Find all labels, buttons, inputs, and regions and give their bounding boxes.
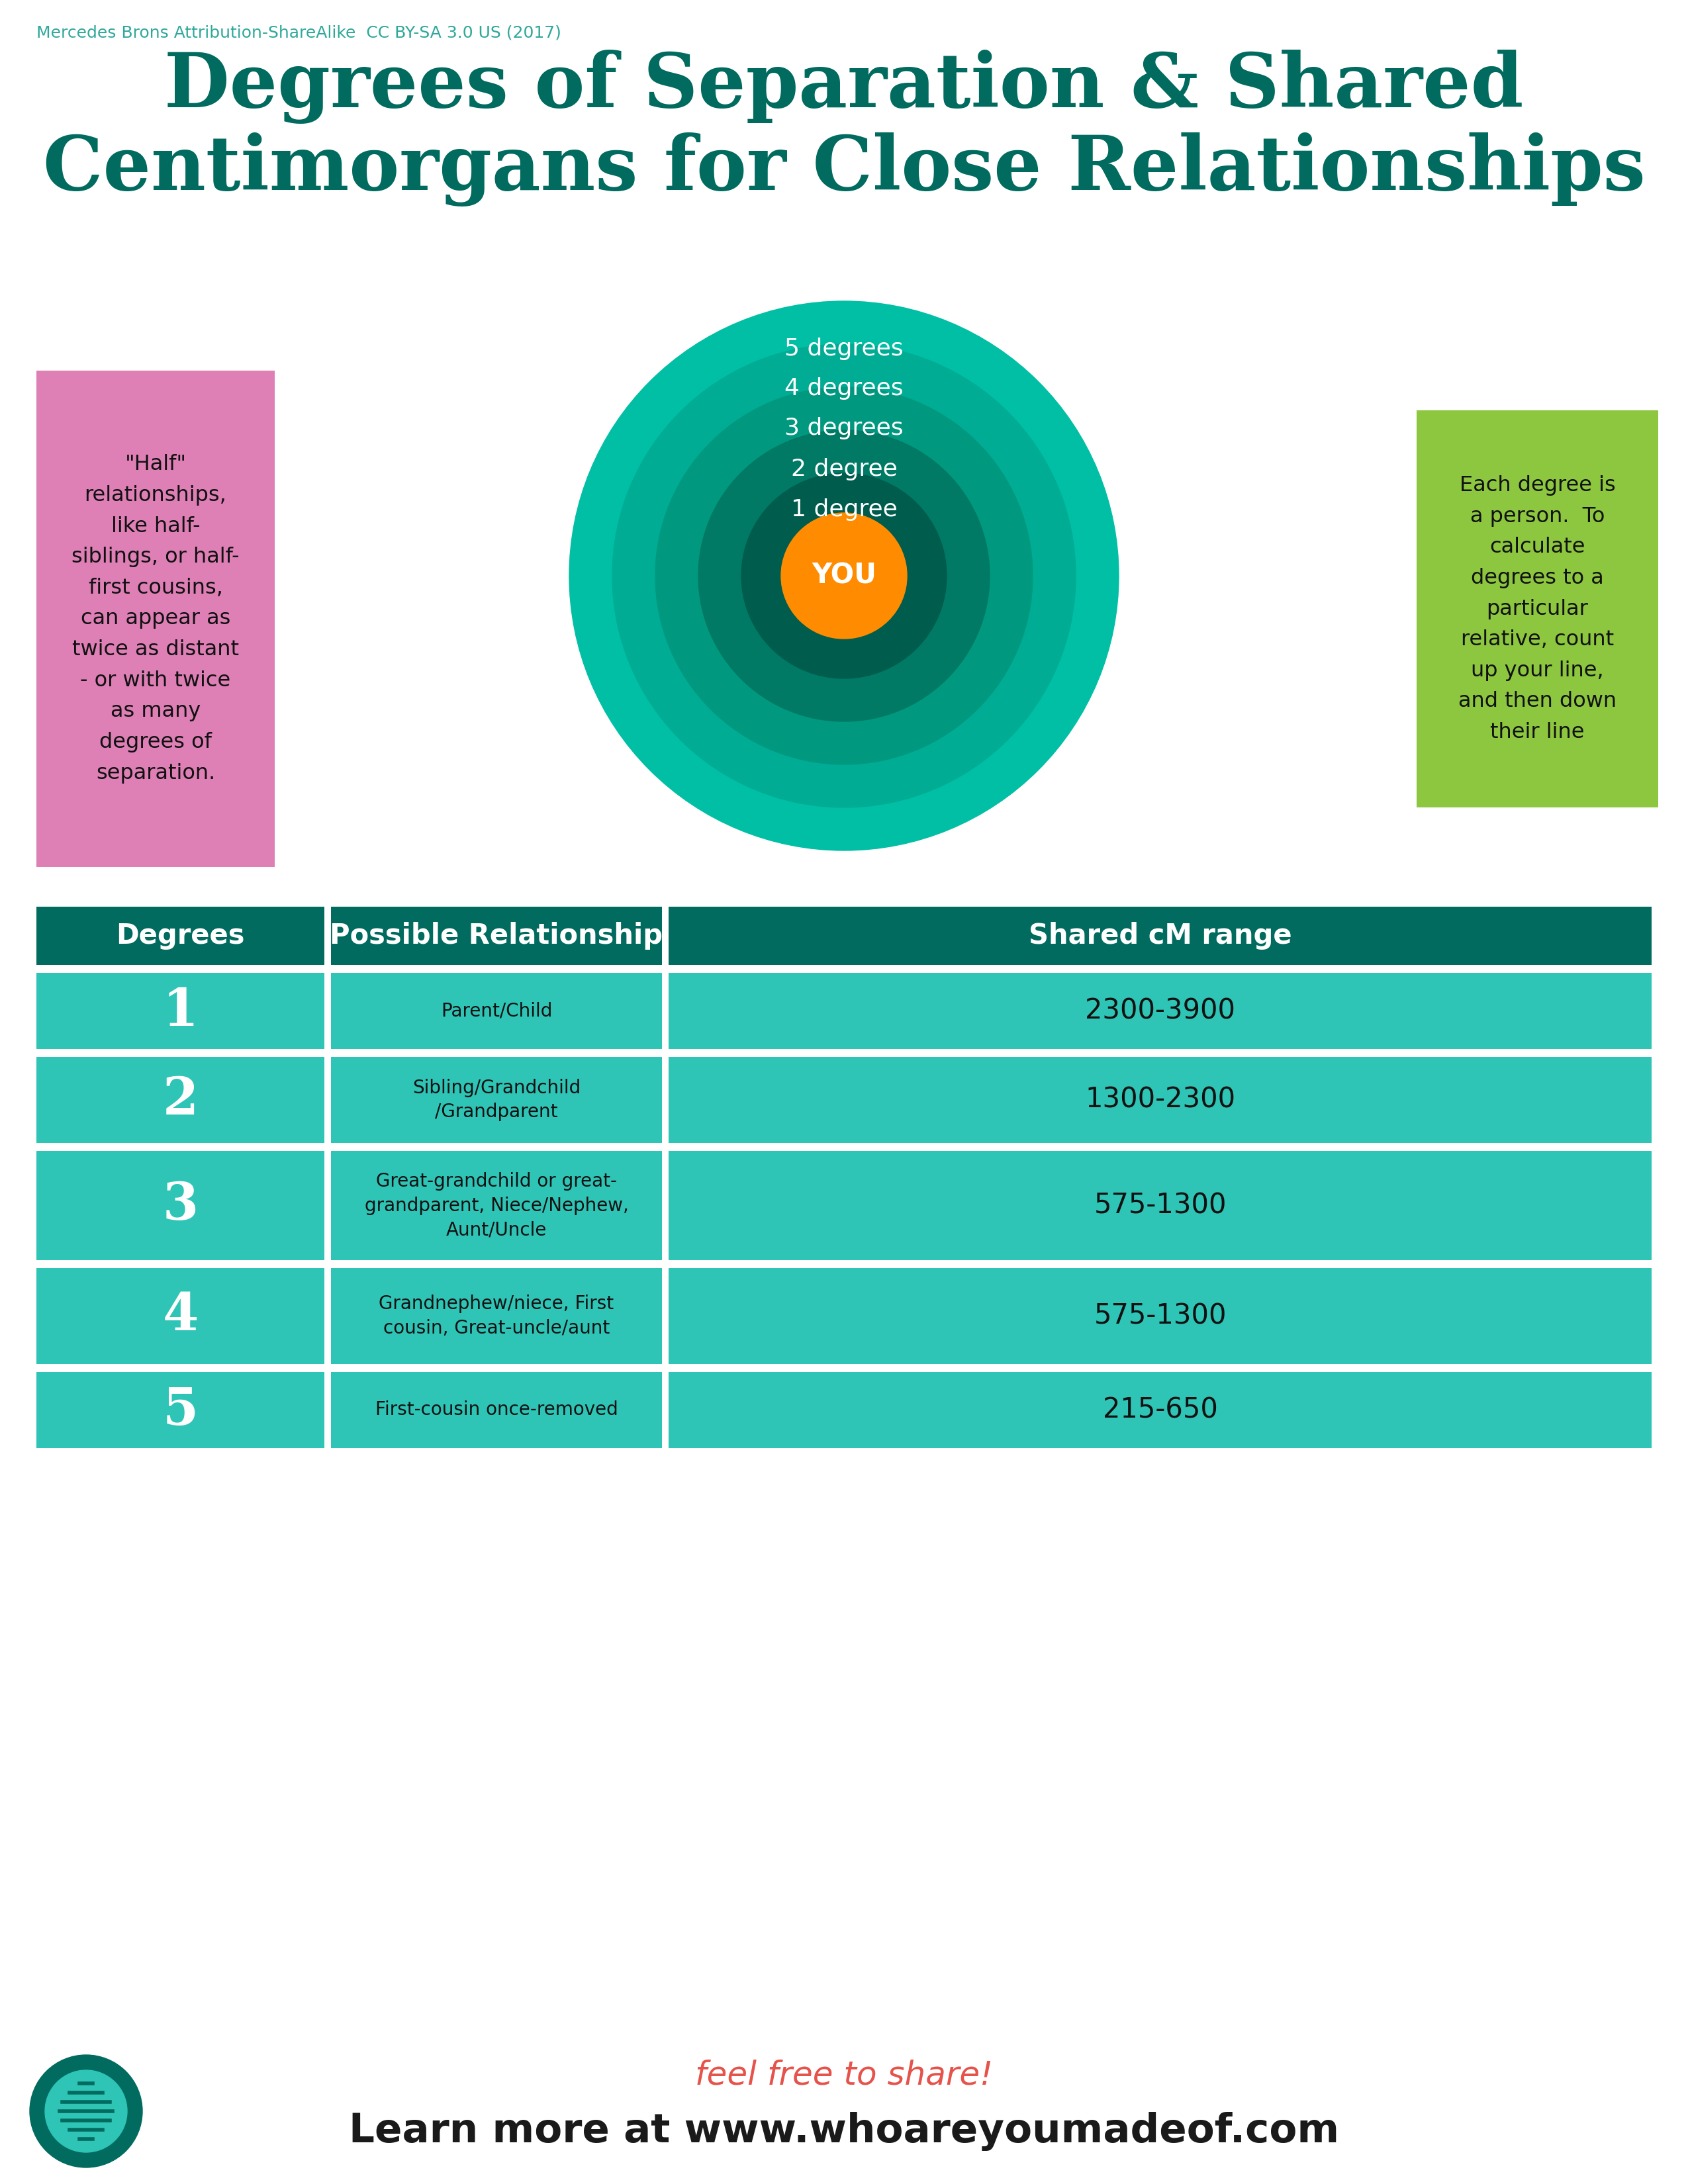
- Text: Learn more at www.whoareyoumadeof.com: Learn more at www.whoareyoumadeof.com: [349, 2112, 1339, 2151]
- FancyBboxPatch shape: [37, 972, 324, 1048]
- FancyBboxPatch shape: [668, 1151, 1651, 1260]
- Circle shape: [655, 387, 1033, 764]
- FancyBboxPatch shape: [668, 1057, 1651, 1142]
- Text: Centimorgans for Close Relationships: Centimorgans for Close Relationships: [42, 133, 1646, 207]
- Text: Parent/Child: Parent/Child: [441, 1002, 552, 1020]
- FancyBboxPatch shape: [37, 1372, 324, 1448]
- Text: 4: 4: [162, 1291, 199, 1341]
- Text: 1300-2300: 1300-2300: [1085, 1085, 1236, 1114]
- Text: 1 degree: 1 degree: [790, 498, 898, 520]
- Text: Each degree is
a person.  To
calculate
degrees to a
particular
relative, count
u: Each degree is a person. To calculate de…: [1458, 476, 1617, 743]
- Text: 1: 1: [162, 985, 197, 1035]
- FancyBboxPatch shape: [37, 1269, 324, 1365]
- Text: 3: 3: [162, 1179, 197, 1230]
- Text: Possible Relationship: Possible Relationship: [329, 922, 663, 950]
- Circle shape: [613, 345, 1075, 808]
- Circle shape: [30, 2055, 142, 2167]
- Text: Degrees: Degrees: [116, 922, 245, 950]
- FancyBboxPatch shape: [37, 1057, 324, 1142]
- Circle shape: [46, 2070, 127, 2151]
- FancyBboxPatch shape: [37, 906, 324, 965]
- Circle shape: [699, 430, 989, 721]
- FancyBboxPatch shape: [668, 972, 1651, 1048]
- Text: 5: 5: [162, 1385, 197, 1435]
- Text: Degrees of Separation & Shared: Degrees of Separation & Shared: [164, 50, 1524, 124]
- Text: feel free to share!: feel free to share!: [695, 2060, 993, 2090]
- FancyBboxPatch shape: [37, 1151, 324, 1260]
- FancyBboxPatch shape: [37, 371, 275, 867]
- Text: Sibling/Grandchild
/Grandparent: Sibling/Grandchild /Grandparent: [412, 1079, 581, 1120]
- FancyBboxPatch shape: [331, 1372, 662, 1448]
- FancyBboxPatch shape: [668, 1372, 1651, 1448]
- FancyBboxPatch shape: [1416, 411, 1658, 808]
- Text: 2 degree: 2 degree: [790, 459, 898, 480]
- FancyBboxPatch shape: [331, 906, 662, 965]
- Text: Shared cM range: Shared cM range: [1028, 922, 1291, 950]
- Text: 3 degrees: 3 degrees: [785, 417, 903, 439]
- Text: Great-grandchild or great-
grandparent, Niece/Nephew,
Aunt/Uncle: Great-grandchild or great- grandparent, …: [365, 1173, 628, 1238]
- FancyBboxPatch shape: [668, 1269, 1651, 1365]
- Circle shape: [569, 301, 1119, 850]
- FancyBboxPatch shape: [331, 1151, 662, 1260]
- Text: 4 degrees: 4 degrees: [785, 378, 903, 400]
- Text: Grandnephew/niece, First
cousin, Great-uncle/aunt: Grandnephew/niece, First cousin, Great-u…: [378, 1295, 614, 1337]
- Text: 575-1300: 575-1300: [1094, 1302, 1227, 1330]
- Circle shape: [782, 513, 906, 638]
- Text: First-cousin once-removed: First-cousin once-removed: [375, 1400, 618, 1420]
- Text: 575-1300: 575-1300: [1094, 1192, 1227, 1219]
- FancyBboxPatch shape: [331, 1057, 662, 1142]
- Text: 2: 2: [162, 1075, 197, 1125]
- Text: YOU: YOU: [812, 561, 876, 590]
- FancyBboxPatch shape: [331, 972, 662, 1048]
- Text: 5 degrees: 5 degrees: [785, 339, 903, 360]
- FancyBboxPatch shape: [331, 1269, 662, 1365]
- Text: Mercedes Brons Attribution-ShareAlike  CC BY-SA 3.0 US (2017): Mercedes Brons Attribution-ShareAlike CC…: [37, 26, 560, 41]
- FancyBboxPatch shape: [668, 906, 1651, 965]
- Text: 2300-3900: 2300-3900: [1085, 998, 1236, 1024]
- Circle shape: [741, 474, 947, 679]
- Text: "Half"
relationships,
like half-
siblings, or half-
first cousins,
can appear as: "Half" relationships, like half- sibling…: [71, 454, 240, 784]
- Text: 215-650: 215-650: [1102, 1396, 1217, 1424]
